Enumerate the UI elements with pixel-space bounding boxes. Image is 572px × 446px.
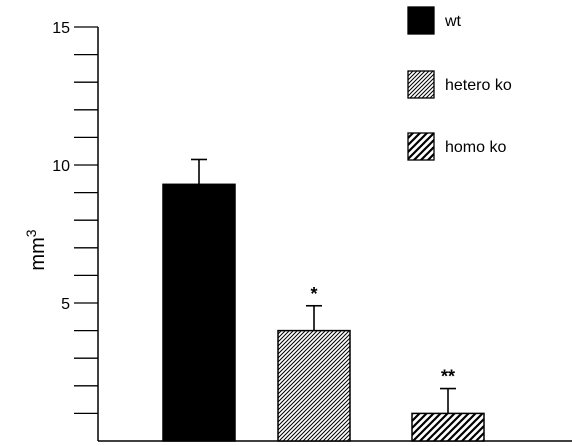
bar-group-0	[162, 158, 236, 442]
significance-label-2: **	[441, 367, 455, 387]
bar-2	[411, 412, 485, 442]
legend-label-1: hetero ko	[445, 77, 512, 94]
bar-0	[162, 183, 236, 442]
legend-item-0: wt	[407, 6, 462, 35]
y-axis-label: mm3	[23, 229, 49, 270]
bar-group-1: *	[277, 284, 351, 442]
significance-label-1: *	[310, 284, 317, 304]
legend-label-0: wt	[444, 13, 462, 30]
legend-item-2: homo ko	[407, 132, 506, 161]
bars-group: ***	[162, 158, 485, 442]
y-axis-label-unit: mm	[27, 237, 49, 270]
y-tick-label-10: 10	[52, 158, 70, 175]
y-axis-label-superscript: 3	[23, 229, 39, 237]
legend-swatch-2	[407, 132, 435, 161]
legend-swatch-0	[407, 6, 435, 35]
y-tick-label-15: 15	[52, 20, 70, 37]
legend-item-1: hetero ko	[407, 70, 512, 99]
legend: wt hetero ko homo ko	[407, 6, 512, 161]
legend-swatch-1	[407, 70, 435, 99]
bar-1	[277, 329, 351, 442]
y-tick-label-5: 5	[61, 296, 70, 313]
bar-group-2: **	[411, 367, 485, 442]
legend-label-2: homo ko	[445, 139, 506, 156]
